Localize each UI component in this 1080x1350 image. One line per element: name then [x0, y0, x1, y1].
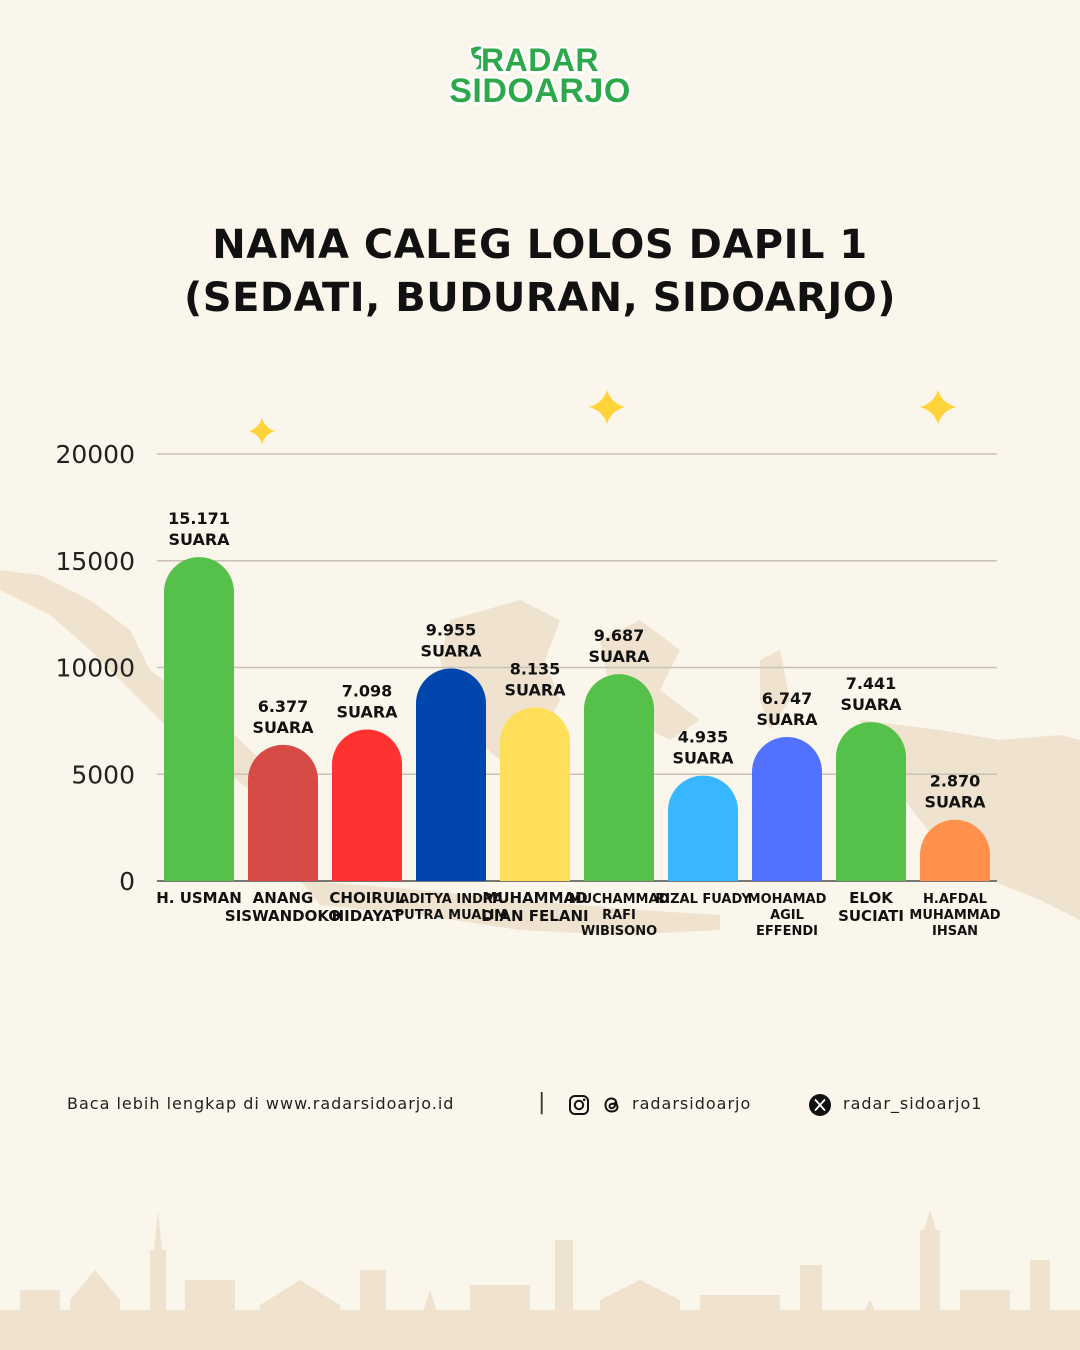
x-tick-label: H.AFDAL	[923, 892, 987, 907]
instagram-icon[interactable]	[568, 1094, 590, 1116]
x-tick-label: SISWANDOKO	[225, 907, 341, 925]
data-label: 9.955	[426, 620, 477, 639]
x-tick-label: EFFENDI	[756, 924, 818, 939]
data-label-unit: SUARA	[756, 710, 818, 729]
data-label: 2.870	[930, 772, 981, 791]
x-tick-label: H. USMAN	[156, 889, 242, 907]
x-tick-label: SUCIATI	[838, 907, 904, 925]
data-label-unit: SUARA	[420, 641, 482, 660]
bar	[164, 557, 234, 881]
x-tick-label: MUHAMMAD	[909, 908, 1000, 923]
data-label-unit: SUARA	[672, 749, 734, 768]
data-label-unit: SUARA	[588, 647, 650, 666]
footer-website-text: Baca lebih lengkap di www.radarsidoarjo.…	[67, 1094, 455, 1113]
background-skyline	[0, 1210, 1080, 1350]
data-label-unit: SUARA	[924, 793, 986, 812]
data-label-unit: SUARA	[336, 702, 398, 721]
footer-x-handle[interactable]: radar_sidoarjo1	[843, 1094, 983, 1113]
brand-line-2: SIDOARJO	[449, 72, 631, 110]
footer-separator: |	[538, 1090, 547, 1115]
x-tick-label: RAFI	[602, 908, 636, 923]
x-tick-label: DIAN FELANI	[481, 907, 588, 925]
x-tick-label: PUTRA MUALIM	[395, 908, 508, 923]
x-icon[interactable]	[809, 1094, 831, 1116]
data-label-unit: SUARA	[168, 530, 230, 549]
x-tick-label: MUCHAMMAD	[569, 892, 670, 907]
y-tick-label: 20000	[55, 440, 135, 469]
threads-icon[interactable]	[601, 1094, 623, 1116]
data-label: 7.441	[846, 674, 897, 693]
data-label-unit: SUARA	[252, 718, 314, 737]
x-tick-label: IHSAN	[932, 924, 978, 939]
brand-line-1: RADAR	[480, 42, 600, 78]
bar	[416, 668, 486, 881]
y-tick-label: 0	[119, 867, 135, 896]
y-tick-label: 5000	[71, 760, 135, 789]
bar	[500, 707, 570, 881]
data-label: 8.135	[510, 659, 561, 678]
x-tick-label: CHOIRUL	[329, 889, 405, 907]
x-tick-label: MOHAMAD	[748, 892, 827, 907]
x-tick-label: HIDAYAT	[332, 907, 404, 925]
bar	[248, 744, 318, 881]
x-tick-label: AGIL	[770, 908, 804, 923]
data-label-unit: SUARA	[504, 680, 566, 699]
x-tick-label: ADITYA INDRA	[399, 892, 503, 907]
bar	[752, 736, 822, 881]
y-tick-label: 10000	[55, 654, 135, 683]
x-tick-label: MUHAMMAD	[482, 889, 587, 907]
data-label: 4.935	[678, 728, 729, 747]
bar	[332, 729, 402, 881]
data-label-unit: SUARA	[840, 695, 902, 714]
chart-title-line-2: (SEDATI, BUDURAN, SIDOARJO)	[183, 275, 896, 321]
data-label: 6.377	[258, 697, 309, 716]
data-label: 6.747	[762, 689, 813, 708]
data-label: 9.687	[594, 626, 645, 645]
footer-instagram-handle[interactable]: radarsidoarjo	[632, 1094, 752, 1113]
bar	[920, 819, 990, 881]
data-label: 15.171	[168, 509, 230, 528]
data-label: 7.098	[342, 681, 393, 700]
y-tick-label: 15000	[55, 547, 135, 576]
bar	[668, 775, 738, 881]
bar	[836, 722, 906, 881]
radar-logo-icon	[468, 44, 492, 72]
bar	[584, 674, 654, 881]
chart-title-line-1: NAMA CALEG LOLOS DAPIL 1	[212, 222, 868, 268]
x-tick-label: ELOK	[849, 889, 894, 907]
x-tick-label: RIZAL FUADY	[655, 892, 751, 907]
x-tick-label: ANANG	[253, 889, 314, 907]
x-tick-label: WIBISONO	[581, 924, 657, 939]
